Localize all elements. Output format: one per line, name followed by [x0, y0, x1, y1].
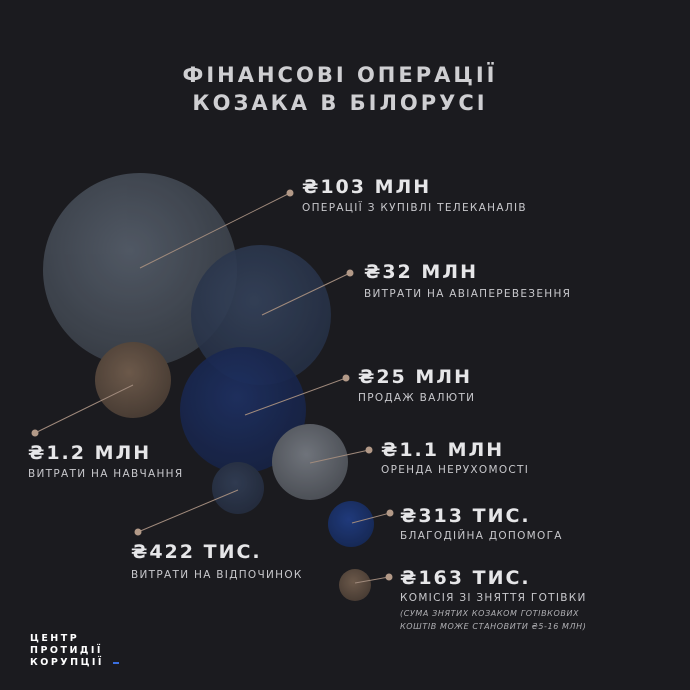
leader-line [244, 377, 347, 416]
title: КОЗАКА В БІЛОРУСІ [192, 91, 487, 115]
amount: ₴25 МЛН [358, 366, 472, 388]
leader-line [309, 449, 370, 464]
description: ПРОДАЖ ВАЛЮТИ [358, 392, 475, 404]
leader-dot [365, 446, 373, 454]
leader-dot [386, 509, 394, 517]
description: ВИТРАТИ НА АВІАПЕРЕВЕЗЕННЯ [364, 288, 571, 300]
leader-dot [346, 269, 354, 277]
leaders [31, 189, 394, 584]
logo: КОРУПЦІЇ [30, 657, 104, 668]
bubble [212, 462, 264, 514]
leader-dot [31, 429, 39, 437]
logo: ЦЕНТР [30, 633, 79, 644]
logo: ПРОТИДІЇ [30, 645, 103, 656]
leader-dot [134, 528, 142, 536]
amount: ₴103 МЛН [302, 176, 431, 198]
amount: ₴1.2 МЛН [28, 442, 151, 464]
note: КОШТІВ МОЖЕ СТАНОВИТИ ₴5-16 МЛН) [400, 622, 587, 631]
description: БЛАГОДІЙНА ДОПОМОГА [400, 529, 563, 542]
bubble [43, 173, 237, 367]
amount: ₴313 ТИС. [400, 505, 531, 527]
leader-line [354, 576, 390, 584]
bubble [95, 342, 171, 418]
leader-dot [385, 573, 393, 581]
bubble [180, 347, 306, 473]
amount: ₴1.1 МЛН [381, 439, 504, 461]
description: ОРЕНДА НЕРУХОМОСТІ [381, 464, 529, 476]
leader-dot [342, 374, 350, 382]
description: ВИТРАТИ НА НАВЧАННЯ [28, 468, 183, 480]
leader-line [261, 272, 351, 316]
bubble [339, 569, 371, 601]
bubble [272, 424, 348, 500]
description: ОПЕРАЦІЇ З КУПІВЛІ ТЕЛЕКАНАЛІВ [302, 201, 527, 214]
leader-line [351, 512, 391, 524]
description: ВИТРАТИ НА ВІДПОЧИНОК [131, 569, 303, 581]
amount: ₴163 ТИС. [400, 567, 531, 589]
amount: ₴422 ТИС. [131, 541, 262, 563]
leader-dot [286, 189, 294, 197]
bubbles [43, 173, 374, 601]
title: ФІНАНСОВІ ОПЕРАЦІЇ [183, 62, 498, 87]
leader-line [139, 192, 291, 269]
leader-line [137, 489, 239, 533]
description: КОМІСІЯ ЗІ ЗНЯТТЯ ГОТІВКИ [400, 592, 587, 604]
leader-line [34, 384, 134, 434]
bubble [328, 501, 374, 547]
amount: ₴32 МЛН [364, 261, 478, 283]
logo-accent [113, 662, 119, 664]
note: (СУМА ЗНЯТИХ КОЗАКОМ ГОТІВКОВИХ [400, 609, 579, 618]
